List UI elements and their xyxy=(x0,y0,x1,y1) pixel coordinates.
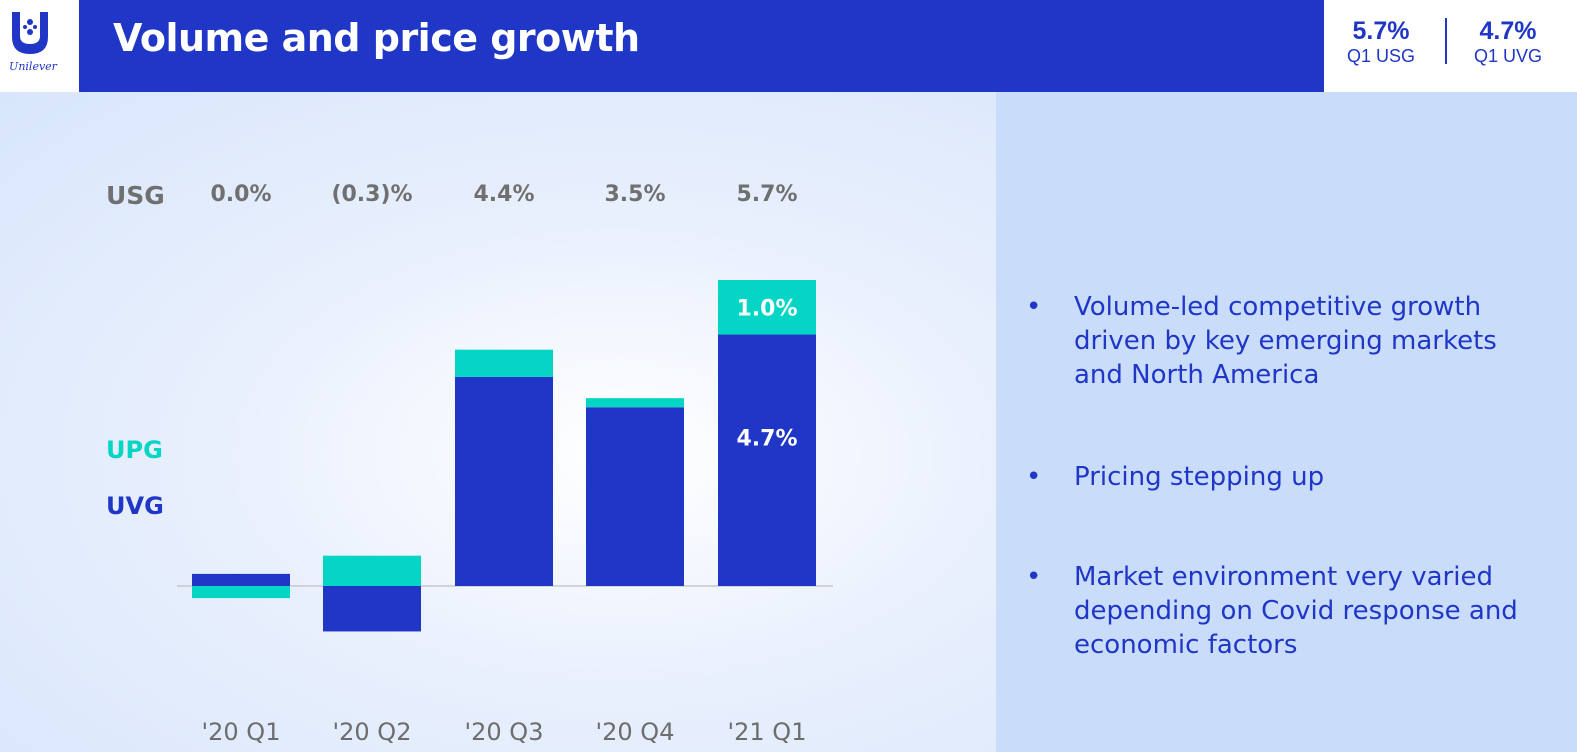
x-tick-label: '20 Q4 xyxy=(596,718,675,746)
x-tick-label: '20 Q3 xyxy=(465,718,544,746)
kpi-uvg-label: Q1 UVG xyxy=(1473,46,1543,66)
kpi-usg: 5.7% Q1 USG xyxy=(1326,16,1436,66)
bullet-dot-icon: • xyxy=(1026,562,1042,592)
bullet-dot-icon: • xyxy=(1026,292,1042,322)
bullet-text: Market environment very varied depending… xyxy=(1074,562,1518,660)
usg-value-label: 3.5% xyxy=(604,182,665,207)
usg-value-label: 5.7% xyxy=(736,182,797,207)
header: Unilever Volume and price growth 5.7% Q1… xyxy=(0,0,1577,92)
bar-uvg xyxy=(192,573,290,586)
data-label-uvg: 4.7% xyxy=(736,426,797,451)
bar-upg xyxy=(323,555,421,586)
bar-uvg xyxy=(455,376,553,586)
usg-value-label: (0.3)% xyxy=(331,182,412,207)
x-tick-label: '20 Q1 xyxy=(202,718,281,746)
kpi-usg-label: Q1 USG xyxy=(1346,46,1416,66)
bullet-list: • Volume-led competitive growth driven b… xyxy=(996,92,1577,752)
usg-value-label: 4.4% xyxy=(473,182,534,207)
growth-chart: '20 Q1 0.0% '20 Q2 (0.3)% '20 Q3 4.4% '20 Q4 3.… xyxy=(106,181,833,746)
bar-uvg xyxy=(586,407,684,586)
bar-upg xyxy=(586,398,684,408)
page-title: Volume and price growth xyxy=(113,16,640,60)
data-label-upg: 1.0% xyxy=(736,296,797,321)
logo-wordmark: Unilever xyxy=(9,60,57,73)
kpi-uvg-value: 4.7% xyxy=(1479,17,1537,45)
kpi-uvg: 4.7% Q1 UVG xyxy=(1453,16,1563,66)
commentary-panel: • Volume-led competitive growth driven b… xyxy=(996,92,1577,752)
kpi-box: 5.7% Q1 USG 4.7% Q1 UVG xyxy=(1324,0,1577,92)
kpi-usg-value: 5.7% xyxy=(1352,17,1410,45)
usg-value-label: 0.0% xyxy=(210,182,271,207)
unilever-logo-icon xyxy=(12,12,48,54)
bar-uvg xyxy=(323,586,421,632)
usg-row-label: USG xyxy=(106,181,165,210)
bar-upg xyxy=(718,280,816,335)
bar-upg xyxy=(192,586,290,599)
legend-upg-label: UPG xyxy=(106,436,163,464)
title-bar: Volume and price growth xyxy=(79,0,1324,92)
bullet-text: Pricing stepping up xyxy=(1074,462,1325,492)
bullet-dot-icon: • xyxy=(1026,462,1042,492)
x-tick-label: '20 Q2 xyxy=(333,718,412,746)
bar-uvg xyxy=(718,334,816,586)
legend-uvg-label: UVG xyxy=(106,492,164,520)
kpi-divider xyxy=(1445,18,1447,64)
bullet-text: Volume-led competitive growth driven by … xyxy=(1074,292,1497,390)
logo: Unilever xyxy=(0,0,79,92)
chart-panel: '20 Q1 0.0% '20 Q2 (0.3)% '20 Q3 4.4% '20 Q4 3.… xyxy=(0,92,996,752)
x-tick-label: '21 Q1 xyxy=(728,718,807,746)
bar-upg xyxy=(455,349,553,377)
